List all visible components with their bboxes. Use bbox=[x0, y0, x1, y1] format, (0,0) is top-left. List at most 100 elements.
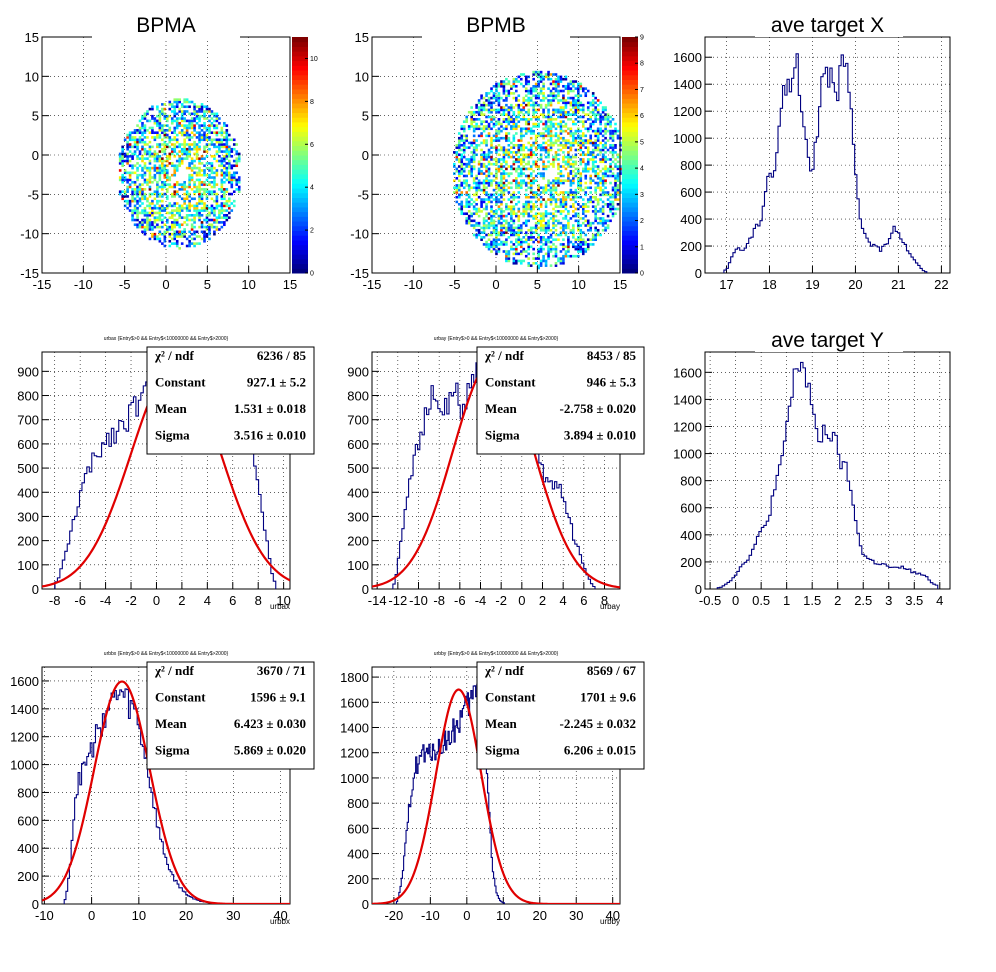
heatmap-cell bbox=[542, 146, 545, 149]
heatmap-cell bbox=[584, 202, 588, 206]
heatmap-cell bbox=[519, 132, 523, 135]
heatmap-cell bbox=[195, 190, 199, 193]
heatmap-cell bbox=[572, 120, 575, 123]
heatmap-cell bbox=[477, 127, 481, 131]
heatmap-cell bbox=[512, 96, 516, 100]
chart-title: urbby {Entry$>0 && Entry$<10000000 && En… bbox=[434, 651, 559, 657]
heatmap-cell bbox=[589, 221, 593, 225]
heatmap-cell bbox=[198, 185, 201, 189]
heatmap-cell bbox=[614, 132, 617, 135]
heatmap-cell bbox=[203, 232, 206, 236]
heatmap-cell bbox=[554, 155, 558, 159]
heatmap-cell bbox=[512, 80, 516, 83]
heatmap-cell bbox=[208, 225, 211, 229]
heatmap-cell bbox=[467, 127, 471, 131]
heatmap-cell bbox=[178, 216, 181, 219]
heatmap-cell bbox=[591, 205, 595, 208]
heatmap-cell bbox=[544, 148, 548, 152]
heatmap-cell bbox=[512, 139, 516, 142]
heatmap-cell bbox=[482, 221, 486, 225]
palette-band bbox=[292, 268, 308, 274]
heatmap-cell bbox=[507, 257, 511, 260]
heatmap-cell bbox=[562, 113, 565, 116]
heatmap-cell bbox=[188, 150, 191, 153]
heatmap-cell bbox=[143, 192, 147, 196]
heatmap-cell bbox=[507, 89, 511, 93]
y-tick-label: 200 bbox=[17, 869, 39, 884]
heatmap-cell bbox=[594, 236, 597, 239]
heatmap-cell bbox=[502, 158, 506, 161]
heatmap-cell bbox=[515, 99, 518, 102]
heatmap-cell bbox=[559, 243, 563, 246]
heatmap-cell bbox=[161, 199, 164, 203]
palette-band bbox=[622, 211, 638, 217]
heatmap-cell bbox=[210, 124, 214, 127]
heatmap-cell bbox=[228, 150, 231, 153]
heatmap-cell bbox=[519, 212, 523, 216]
heatmap-cell bbox=[495, 120, 498, 123]
heatmap-cell bbox=[537, 84, 540, 88]
heatmap-cell bbox=[166, 129, 169, 132]
heatmap-cell bbox=[497, 231, 501, 234]
heatmap-cell bbox=[500, 148, 503, 152]
palette-band bbox=[292, 192, 308, 198]
heatmap-cell bbox=[539, 250, 543, 253]
heatmap-cell bbox=[148, 218, 152, 222]
heatmap-cell bbox=[611, 214, 615, 218]
heatmap-cell bbox=[599, 101, 602, 105]
heatmap-cell bbox=[146, 112, 149, 116]
heatmap-cell bbox=[190, 225, 194, 229]
heatmap-cell bbox=[522, 160, 526, 164]
heatmap-cell bbox=[210, 117, 214, 120]
y-tick-label: 0 bbox=[362, 148, 369, 163]
heatmap-cell bbox=[477, 110, 481, 114]
heatmap-cell bbox=[220, 162, 224, 165]
heatmap-cell bbox=[577, 212, 580, 216]
heatmap-cell bbox=[577, 172, 580, 175]
heatmap-cell bbox=[487, 101, 491, 105]
heatmap-cell bbox=[485, 139, 488, 142]
heatmap-cell bbox=[163, 216, 167, 219]
heatmap-cell bbox=[225, 214, 229, 217]
heatmap-cell bbox=[198, 173, 201, 177]
heatmap-cell bbox=[168, 152, 172, 156]
plot-frame bbox=[704, 351, 951, 590]
heatmap-cell bbox=[497, 110, 501, 114]
heatmap-cell bbox=[507, 226, 511, 230]
heatmap-cell bbox=[203, 114, 206, 118]
heatmap-cell bbox=[567, 250, 570, 253]
heatmap-cell bbox=[163, 171, 167, 175]
heatmap-cell bbox=[457, 153, 461, 157]
heatmap-cell bbox=[527, 101, 531, 105]
heatmap-cell bbox=[529, 89, 533, 93]
heatmap-cell bbox=[567, 238, 570, 241]
heatmap-cell bbox=[527, 212, 531, 216]
heatmap-cell bbox=[517, 238, 521, 241]
heatmap-cell bbox=[453, 191, 456, 194]
palette-band bbox=[622, 136, 638, 142]
heatmap-cell bbox=[183, 199, 186, 203]
heatmap-cell bbox=[554, 264, 558, 267]
heatmap-cell bbox=[492, 174, 496, 178]
heatmap-cell bbox=[482, 108, 486, 112]
heatmap-cell bbox=[153, 218, 157, 222]
heatmap-cell bbox=[564, 179, 568, 182]
heatmap-cell bbox=[178, 143, 181, 146]
heatmap-cell bbox=[482, 231, 486, 234]
heatmap-cell bbox=[225, 199, 229, 203]
heatmap-cell bbox=[554, 139, 558, 142]
heatmap-cell bbox=[467, 217, 471, 220]
heatmap-cell bbox=[457, 186, 461, 190]
heatmap-cell bbox=[591, 160, 595, 164]
heatmap-cell bbox=[559, 89, 563, 93]
heatmap-cell bbox=[547, 125, 550, 128]
heatmap-cell bbox=[200, 221, 204, 224]
heatmap-cell bbox=[133, 190, 137, 193]
heatmap-cell bbox=[138, 157, 142, 160]
heatmap-cell bbox=[467, 146, 471, 149]
heatmap-cell bbox=[534, 84, 538, 88]
heatmap-cell bbox=[123, 171, 127, 175]
palette-tick-label: 9 bbox=[640, 35, 644, 42]
heatmap-cell bbox=[559, 221, 563, 225]
heatmap-cell bbox=[193, 216, 196, 219]
